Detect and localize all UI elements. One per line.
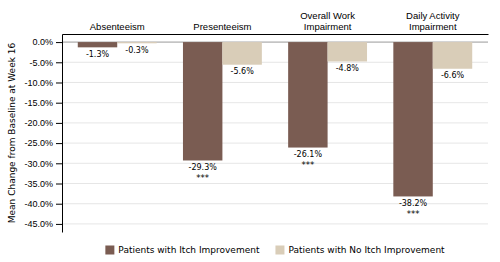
bar (117, 42, 156, 43)
y-tick-label: -40.0% (24, 199, 53, 209)
y-tick-mark (56, 62, 62, 63)
significance-label: *** (196, 173, 209, 183)
y-tick: -10.0% (24, 78, 62, 88)
y-tick-mark (56, 204, 62, 205)
y-tick-label: -5.0% (29, 58, 53, 68)
y-tick-label: -10.0% (24, 78, 53, 88)
legend-swatch (105, 246, 114, 255)
data-label: -29.3% (189, 163, 218, 172)
x-tick: Presenteeism (193, 21, 251, 32)
y-tick: -30.0% (24, 159, 62, 169)
plot: 0.0% -5.0% -10.0% -15.0% -20.0% -25.0% -30.0% -… (24, 10, 488, 232)
grid-line (62, 223, 488, 224)
bars (78, 42, 472, 196)
y-tick-mark (56, 184, 62, 185)
x-tick-label: Presenteeism (193, 21, 251, 32)
y-tick-label: -20.0% (24, 118, 53, 128)
x-tick: Daily ActivityImpairment (406, 10, 460, 32)
legend-item: Patients with No Itch Improvement (275, 245, 445, 255)
x-tick: Absenteeism (90, 21, 145, 32)
y-axis: 0.0% -5.0% -10.0% -15.0% -20.0% -25.0% -30.0% -… (24, 35, 62, 233)
y-axis-line (62, 35, 63, 233)
y-tick: -5.0% (29, 58, 62, 68)
data-label: -4.8% (336, 64, 360, 73)
grid (62, 42, 488, 224)
x-tick: Overall WorkImpairment (300, 10, 355, 32)
y-tick-mark (56, 123, 62, 124)
x-tick-label: Overall WorkImpairment (300, 10, 355, 32)
bar (288, 42, 327, 147)
y-tick: -35.0% (24, 179, 62, 189)
data-label: -0.3% (125, 46, 149, 55)
y-tick-mark (56, 82, 62, 83)
data-label: -26.1% (294, 150, 323, 159)
data-label: -6.6% (441, 71, 465, 80)
bar (393, 42, 432, 196)
x-axis: Absenteeism Presenteeism Overall WorkImpai… (63, 10, 489, 34)
y-tick-label: -25.0% (24, 138, 53, 148)
legend-label: Patients with No Itch Improvement (288, 245, 445, 255)
data-labels: -1.3%-29.3%***-26.1%***-38.2%***-0.3%-5.… (86, 46, 465, 220)
y-tick-mark (56, 224, 62, 225)
y-tick-mark (56, 103, 62, 104)
y-tick-label: -35.0% (24, 179, 53, 189)
significance-label: *** (407, 209, 420, 219)
x-axis-line (63, 34, 489, 35)
y-tick-label: -30.0% (24, 159, 53, 169)
chart: 0.0% -5.0% -10.0% -15.0% -20.0% -25.0% -30.0% -… (0, 0, 500, 262)
bar (183, 42, 222, 160)
y-tick-mark (56, 163, 62, 164)
y-axis-title: Mean Change from Baseline at Week 16 (7, 43, 17, 224)
x-tick-label: Daily ActivityImpairment (406, 10, 460, 32)
bar (78, 42, 117, 47)
bar (222, 42, 261, 65)
x-tick-label: Absenteeism (90, 21, 145, 32)
legend: Patients with Itch Improvement Patients w… (105, 245, 445, 255)
legend-item: Patients with Itch Improvement (105, 245, 260, 255)
data-label: -1.3% (86, 50, 110, 59)
y-tick: -45.0% (24, 219, 62, 229)
legend-label: Patients with Itch Improvement (118, 245, 260, 255)
y-tick: -40.0% (24, 199, 62, 209)
data-label: -38.2% (399, 199, 428, 208)
bar (433, 42, 472, 69)
significance-label: *** (301, 160, 314, 170)
data-label: -5.6% (231, 67, 255, 76)
y-tick-mark (56, 42, 62, 43)
legend-swatch (275, 246, 284, 255)
y-tick: -20.0% (24, 118, 62, 128)
y-tick: -25.0% (24, 138, 62, 148)
y-tick: -15.0% (24, 98, 62, 108)
y-tick-mark (56, 143, 62, 144)
y-tick-label: -45.0% (24, 219, 53, 229)
y-tick: 0.0% (32, 37, 62, 47)
y-tick-label: -15.0% (24, 98, 53, 108)
y-tick-label: 0.0% (32, 37, 53, 47)
bar (328, 42, 367, 61)
